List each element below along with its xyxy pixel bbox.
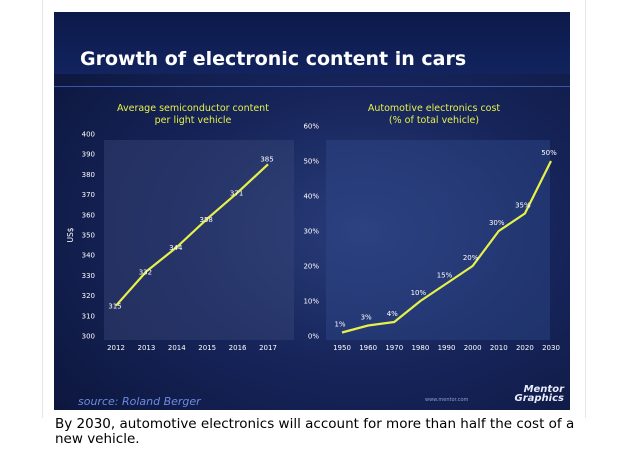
right-title-line-2: (% of total vehicle) bbox=[389, 115, 479, 126]
left-y-tick-label: 350 bbox=[82, 232, 95, 240]
right-x-tick-label: 2030 bbox=[542, 344, 560, 352]
right-data-label: 50% bbox=[541, 149, 557, 157]
right-x-tick-label: 2010 bbox=[490, 344, 508, 352]
left-y-axis-label: US$ bbox=[66, 227, 75, 242]
right-title-line-1: Automotive electronics cost bbox=[368, 103, 501, 114]
right-data-label: 3% bbox=[361, 314, 372, 322]
left-y-tick-label: 320 bbox=[82, 292, 95, 300]
right-y-tick-label: 50% bbox=[303, 158, 319, 166]
slide: Growth of electronic content in cars Ave… bbox=[54, 12, 570, 410]
right-background-photo bbox=[326, 140, 550, 340]
left-data-label: 358 bbox=[200, 216, 213, 224]
logo-line-1: Mentor bbox=[523, 384, 564, 395]
left-data-label: 315 bbox=[108, 303, 121, 311]
right-x-tick-label: 1960 bbox=[359, 344, 377, 352]
right-x-tick-label: 1950 bbox=[333, 344, 351, 352]
left-data-label: 385 bbox=[260, 155, 273, 163]
source-note: source: Roland Berger bbox=[78, 395, 201, 408]
left-x-tick-label: 2017 bbox=[259, 344, 277, 352]
website-url: www.mentor.com bbox=[425, 397, 469, 403]
left-title-line-2: per light vehicle bbox=[155, 115, 232, 126]
logo-line-2: Graphics bbox=[514, 393, 564, 404]
left-x-tick-label: 2014 bbox=[168, 344, 186, 352]
left-x-tick-label: 2016 bbox=[229, 344, 247, 352]
left-title-line-1: Average semiconductor content bbox=[117, 103, 269, 114]
right-x-tick-label: 2000 bbox=[464, 344, 482, 352]
slide-title: Growth of electronic content in cars bbox=[80, 48, 467, 70]
right-data-label: 35% bbox=[515, 202, 531, 210]
left-y-tick-label: 330 bbox=[82, 272, 95, 280]
electronics-cost-chart: Automotive electronics cost(% of total v… bbox=[303, 103, 559, 352]
title-bar bbox=[54, 12, 570, 74]
left-y-tick-label: 380 bbox=[82, 171, 95, 179]
right-data-label: 30% bbox=[489, 219, 505, 227]
right-x-tick-label: 1970 bbox=[385, 344, 403, 352]
left-y-tick-label: 390 bbox=[82, 151, 95, 159]
left-x-tick-label: 2015 bbox=[198, 344, 216, 352]
right-series-line bbox=[341, 160, 552, 334]
figure-caption: By 2030, automotive electronics will acc… bbox=[55, 416, 575, 447]
left-y-tick-label: 310 bbox=[82, 312, 95, 320]
right-x-tick-label: 1980 bbox=[411, 344, 429, 352]
right-y-tick-label: 30% bbox=[303, 228, 319, 236]
left-y-tick-label: 300 bbox=[82, 333, 95, 341]
right-y-tick-label: 10% bbox=[303, 298, 319, 306]
mentor-graphics-logo: Mentor Graphics bbox=[512, 384, 564, 404]
title-divider bbox=[54, 86, 570, 87]
right-y-tick-label: 0% bbox=[308, 333, 319, 341]
right-y-tick-label: 20% bbox=[303, 263, 319, 271]
left-background-photo bbox=[104, 140, 294, 340]
right-data-label: 15% bbox=[437, 272, 453, 280]
left-x-tick-label: 2013 bbox=[137, 344, 155, 352]
right-y-tick-label: 60% bbox=[303, 123, 319, 131]
left-series-line bbox=[115, 163, 269, 307]
left-y-tick-label: 360 bbox=[82, 211, 95, 219]
right-data-label: 10% bbox=[411, 289, 427, 297]
left-y-tick-label: 400 bbox=[82, 131, 95, 139]
right-y-tick-label: 40% bbox=[303, 193, 319, 201]
left-y-tick-label: 370 bbox=[82, 191, 95, 199]
right-data-label: 4% bbox=[387, 310, 398, 318]
right-data-label: 1% bbox=[334, 321, 345, 329]
right-data-label: 20% bbox=[463, 254, 479, 262]
right-x-tick-label: 2020 bbox=[516, 344, 534, 352]
left-data-label: 371 bbox=[230, 190, 243, 198]
left-data-label: 344 bbox=[169, 244, 183, 252]
left-y-tick-label: 340 bbox=[82, 252, 95, 260]
right-x-tick-label: 1990 bbox=[438, 344, 456, 352]
left-data-label: 332 bbox=[139, 268, 152, 276]
left-x-tick-label: 2012 bbox=[107, 344, 125, 352]
